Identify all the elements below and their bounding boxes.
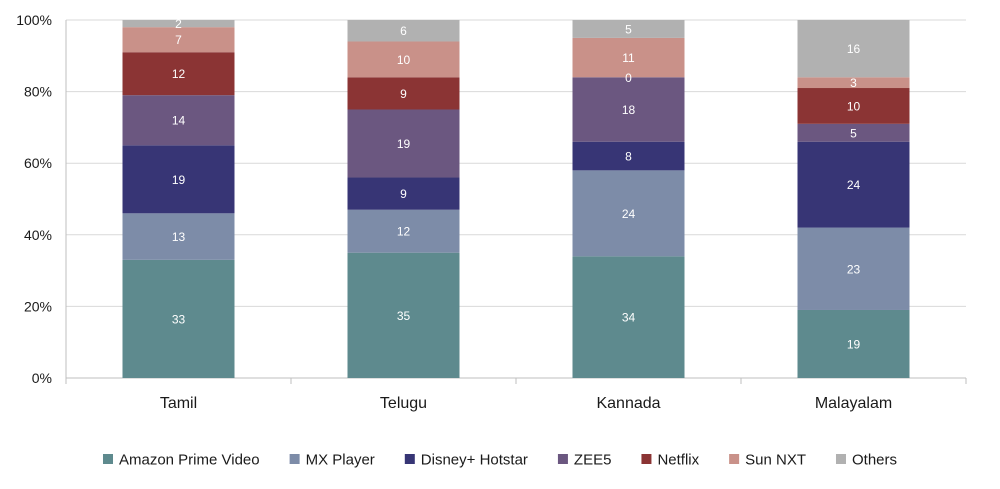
data-label: 24 (847, 178, 861, 192)
bar-segment (797, 77, 910, 89)
data-label: 33 (172, 312, 186, 326)
data-label: 10 (847, 99, 861, 113)
data-label: 5 (625, 22, 632, 36)
bar-segment (122, 259, 235, 378)
data-label: 19 (397, 137, 411, 151)
bar-segment (572, 37, 685, 78)
bar-segment (797, 88, 910, 124)
legend-swatch (404, 454, 415, 464)
x-tick-label: Kannada (596, 395, 660, 412)
bar-segment (797, 20, 910, 78)
data-label: 19 (847, 337, 861, 351)
y-tick-label: 60% (24, 155, 52, 171)
data-labels: 3313191412723512919910634248180115192324… (172, 17, 861, 351)
y-tick-label: 20% (24, 298, 52, 314)
legend-swatch (102, 454, 113, 464)
data-label: 5 (850, 126, 857, 140)
data-label: 3 (850, 76, 857, 90)
data-label: 19 (172, 173, 186, 187)
data-label: 11 (622, 51, 635, 65)
legend-swatch (557, 454, 568, 464)
axes: 0% 20% 40% 60% 80% 100% Tamil Telugu Kannada Mala… (16, 12, 967, 412)
bar-segment (347, 77, 460, 110)
legend-item: Disney+ Hotstar (404, 452, 528, 469)
bar-segment (797, 141, 910, 228)
legend-item: Others (835, 452, 897, 469)
legend-item: MX Player (289, 452, 375, 469)
bar-segment (122, 213, 235, 260)
legend-item: Amazon Prime Video (102, 452, 260, 469)
bar-segment (347, 109, 460, 178)
bar-segment (122, 145, 235, 214)
y-tick-label: 0% (32, 370, 52, 386)
y-tick-label: 80% (24, 84, 52, 100)
bar-segment (797, 309, 910, 378)
bar-segment (572, 256, 685, 378)
data-label: 12 (397, 225, 411, 239)
data-label: 0 (625, 71, 632, 85)
legend-swatch (289, 454, 300, 464)
bar-segment (347, 177, 460, 210)
data-label: 23 (847, 262, 861, 276)
bar-segment (572, 20, 685, 38)
bar-segment (347, 20, 460, 42)
data-label: 13 (172, 230, 186, 244)
legend-label: MX Player (306, 452, 375, 469)
legend-label: Amazon Prime Video (119, 452, 260, 469)
data-label: 12 (172, 67, 186, 81)
bar-segment (572, 77, 685, 142)
bars (122, 20, 910, 378)
x-tick-label: Tamil (160, 395, 197, 412)
data-label: 8 (625, 150, 632, 164)
data-label: 2 (175, 17, 182, 31)
data-label: 10 (397, 53, 411, 67)
data-label: 24 (622, 207, 636, 221)
data-label: 9 (400, 187, 407, 201)
legend-swatch (641, 454, 652, 464)
bar-segment (347, 252, 460, 378)
bar-segment (122, 20, 235, 28)
data-label: 7 (175, 33, 182, 47)
legend-item: ZEE5 (557, 452, 612, 469)
legend-label: Sun NXT (745, 452, 806, 469)
bar-segment (797, 123, 910, 142)
bar-segment (797, 227, 910, 310)
bar-segment (122, 27, 235, 53)
x-tick-label: Telugu (380, 395, 427, 412)
legend-swatch (729, 454, 740, 464)
data-label: 35 (397, 309, 411, 323)
bar-segment (572, 170, 685, 257)
legend-label: ZEE5 (574, 452, 612, 469)
legend-label: Others (852, 452, 897, 469)
legend-item: Netflix (641, 452, 700, 469)
bar-segment (122, 95, 235, 146)
bar-segment (572, 141, 685, 171)
y-tick-label: 40% (24, 227, 52, 243)
data-label: 18 (622, 103, 636, 117)
data-label: 6 (400, 24, 407, 38)
bar-segment (347, 209, 460, 253)
data-label: 9 (400, 87, 407, 101)
data-label: 16 (847, 42, 861, 56)
x-tick-label: Malayalam (815, 395, 892, 412)
legend-swatch (835, 454, 846, 464)
legend-label: Netflix (657, 452, 699, 469)
legend-label: Disney+ Hotstar (421, 452, 528, 469)
bar-segment (122, 52, 235, 96)
bar-segment (347, 41, 460, 78)
data-label: 14 (172, 114, 186, 128)
legend: Amazon Prime Video MX Player Disney+ Hotst… (102, 452, 897, 469)
y-tick-label: 100% (16, 12, 52, 28)
legend-item: Sun NXT (729, 452, 806, 469)
data-label: 34 (622, 311, 636, 325)
